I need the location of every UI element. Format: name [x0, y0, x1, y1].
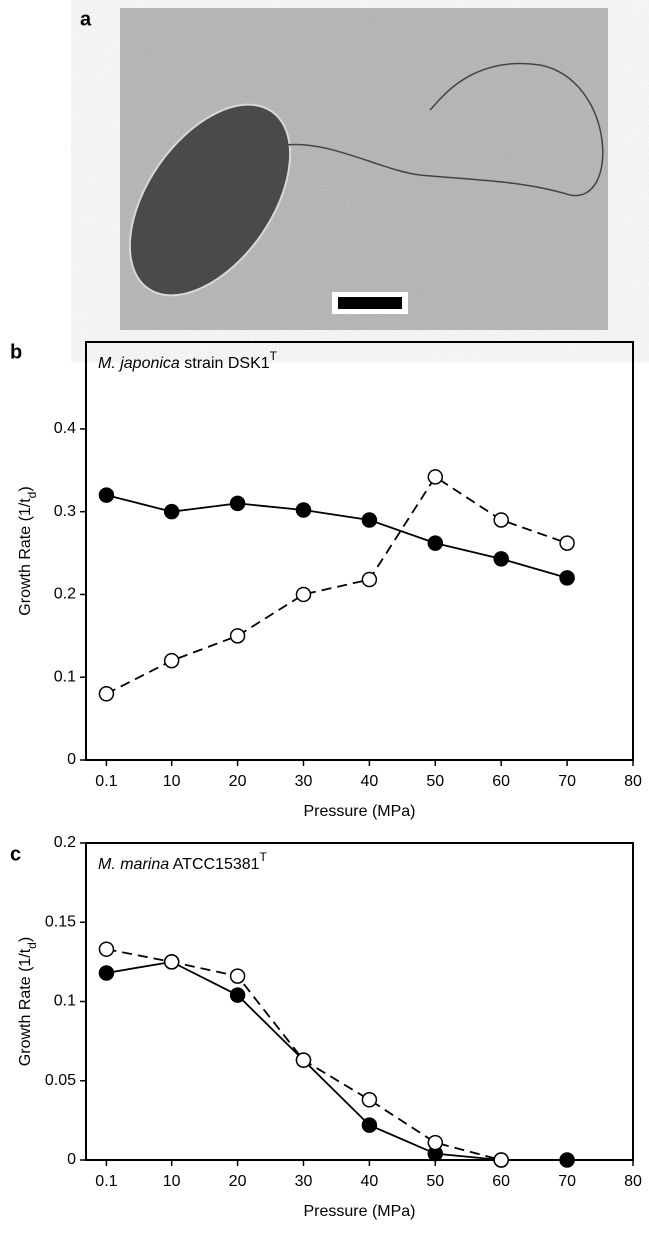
- plot-frame: [85, 341, 634, 761]
- data-point: [98, 941, 115, 957]
- x-tick-label: 80: [624, 1173, 642, 1190]
- plot-frame: [85, 842, 634, 1161]
- data-point: [493, 512, 509, 528]
- data-point: [559, 535, 575, 551]
- x-tick-label: 50: [426, 1173, 444, 1190]
- data-point: [427, 1134, 444, 1151]
- series-line: [106, 475, 568, 695]
- text-part: ATCC15381: [169, 856, 260, 873]
- data-point: [295, 502, 312, 518]
- y-tick-label: 0.3: [54, 503, 76, 520]
- data-point: [98, 487, 115, 503]
- y-tick-label: 0.1: [54, 993, 76, 1010]
- text-part: ): [17, 937, 34, 942]
- y-tick-label: 0.4: [54, 420, 76, 437]
- x-tick-label: 80: [624, 773, 642, 790]
- micrograph: [120, 8, 608, 330]
- x-tick-label: 10: [163, 773, 181, 790]
- text-part: d: [25, 942, 39, 949]
- y-tick-label: 0.2: [54, 586, 76, 603]
- data-point: [229, 987, 246, 1003]
- data-point: [229, 495, 246, 512]
- text-part: strain DSK1: [180, 355, 270, 372]
- data-point: [361, 512, 378, 528]
- data-point: [229, 968, 246, 984]
- y-axis-label: Growth Rate (1/td): [17, 486, 39, 615]
- data-point: [98, 686, 115, 702]
- data-point: [295, 1052, 312, 1068]
- x-tick-label: 70: [558, 773, 576, 790]
- text-part: Growth Rate (1/t: [17, 498, 34, 616]
- panel-label: b: [10, 341, 22, 363]
- data-point: [559, 570, 575, 586]
- data-point: [427, 469, 444, 485]
- subtitle: M. marina ATCC15381T: [98, 850, 268, 873]
- x-tick-label: 20: [229, 1173, 247, 1190]
- x-tick-label: 0.1: [95, 1173, 117, 1190]
- series-line: [106, 494, 568, 579]
- x-tick-label: 40: [360, 773, 378, 790]
- data-point: [98, 965, 115, 981]
- y-tick-label: 0.2: [54, 834, 76, 851]
- x-tick-label: 30: [295, 1173, 313, 1190]
- data-point: [361, 1092, 378, 1108]
- x-tick-label: 20: [229, 773, 247, 790]
- x-tick-label: 70: [558, 1173, 576, 1190]
- data-point: [493, 551, 509, 567]
- y-tick-label: 0: [67, 751, 76, 768]
- data-point: [361, 571, 378, 588]
- data-point: [163, 652, 180, 669]
- data-point: [361, 1117, 378, 1133]
- x-tick-label: 30: [295, 773, 313, 790]
- y-tick-label: 0.15: [45, 913, 76, 930]
- data-point: [163, 954, 180, 970]
- x-axis-label: Pressure (MPa): [303, 1203, 415, 1220]
- text-part: Growth Rate (1/t: [17, 948, 34, 1066]
- panel-label: c: [10, 843, 21, 865]
- panel-label: a: [80, 8, 92, 30]
- y-tick-label: 0.1: [54, 668, 76, 685]
- subtitle: M. japonica strain DSK1T: [98, 349, 278, 372]
- x-tick-label: 50: [426, 773, 444, 790]
- text-part: d: [25, 492, 39, 499]
- x-tick-label: 40: [360, 1173, 378, 1190]
- data-point: [163, 503, 180, 520]
- x-tick-label: 10: [163, 1173, 181, 1190]
- y-tick-label: 0.05: [45, 1072, 76, 1089]
- y-axis-label: Growth Rate (1/td): [17, 937, 39, 1066]
- text-part: T: [260, 850, 268, 864]
- x-tick-label: 0.1: [95, 773, 117, 790]
- text-part: ): [17, 486, 34, 491]
- text-part: M. marina: [98, 856, 169, 873]
- data-point: [229, 628, 246, 644]
- data-point: [295, 586, 312, 603]
- data-point: [427, 535, 444, 551]
- data-point: [493, 1152, 509, 1168]
- x-tick-label: 60: [492, 773, 510, 790]
- x-tick-label: 60: [492, 1173, 510, 1190]
- x-axis-label: Pressure (MPa): [303, 803, 415, 820]
- data-point: [559, 1152, 575, 1168]
- text-part: T: [270, 349, 278, 363]
- series-line: [106, 960, 568, 1161]
- text-part: M. japonica: [98, 355, 180, 372]
- y-tick-label: 0: [67, 1151, 76, 1168]
